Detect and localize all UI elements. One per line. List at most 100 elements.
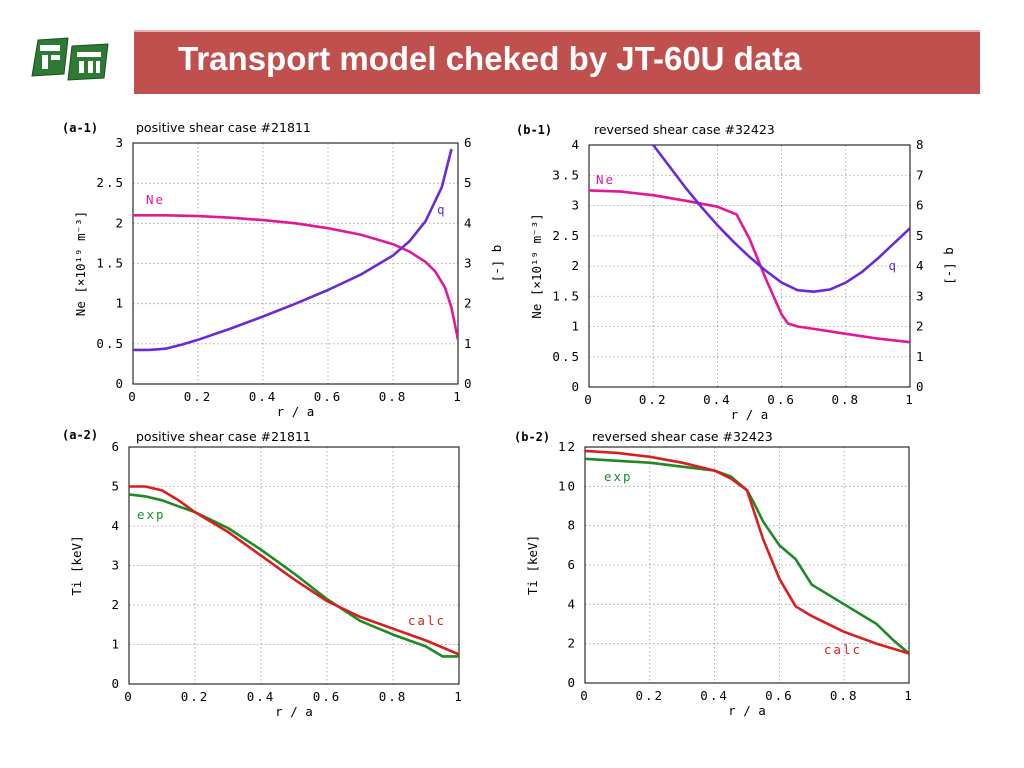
y-tick-label: 2	[571, 258, 581, 273]
panel-label-b-2: (b-2)	[514, 430, 550, 444]
y-tick-label: 8	[567, 518, 577, 533]
y2-tick-label: 4	[916, 258, 926, 273]
y-tick-label: 4	[567, 596, 577, 611]
y-tick-label: 0	[111, 676, 121, 691]
x-tick-label: 1	[904, 688, 914, 703]
series-line-exp	[129, 493, 459, 658]
y2-tick-label: 3	[464, 256, 474, 271]
y-tick-label: 2.5	[552, 228, 581, 243]
y2-tick-label: 1	[916, 349, 926, 364]
x-tick-label: 0.2	[181, 689, 210, 704]
y2-tick-label: 3	[916, 288, 926, 303]
x-tick-label: 0	[124, 689, 134, 704]
x-tick-label: 1	[453, 389, 463, 404]
y-axis-label-b-1: Ne [×10¹⁹ m⁻³]	[529, 213, 544, 318]
x-tick-label: 1	[905, 392, 915, 407]
y2-tick-label: 8	[916, 137, 926, 152]
slide-title: Transport model cheked by JT-60U data	[178, 40, 802, 77]
x-tick-label: 0.8	[832, 392, 861, 407]
slide-title-bar: Transport model cheked by JT-60U data	[134, 30, 980, 94]
series-label-q: q	[888, 258, 898, 273]
x-tick-label: 0.8	[379, 389, 408, 404]
chart-title-a-1: positive shear case #21811	[136, 120, 311, 135]
chart-title-b-2: reversed shear case #32423	[592, 429, 773, 444]
y-tick-label: 3	[111, 558, 121, 573]
y-tick-label: 2	[115, 215, 125, 230]
x-tick-label: 0.6	[313, 689, 342, 704]
x-tick-label: 0.4	[700, 688, 729, 703]
series-line-Ne	[133, 214, 458, 341]
x-tick-label: 0.8	[379, 689, 408, 704]
x-tick-label: 0.2	[636, 688, 665, 703]
x-tick-label: 0.2	[184, 389, 213, 404]
panel-label-b-1: (b-1)	[516, 123, 552, 137]
y-axis-label-a-2: Ti [keV]	[69, 535, 84, 595]
plot-frame-a-1	[132, 142, 459, 385]
y2-tick-label: 6	[464, 135, 474, 150]
y2-axis-label-b-1: q [-]	[943, 247, 958, 285]
series-line-exp	[585, 457, 909, 655]
series-line-Ne	[589, 189, 910, 344]
plot-frame-a-2	[128, 446, 460, 685]
x-axis-label-b-1: r / a	[731, 407, 769, 422]
y-tick-label: 3.5	[552, 167, 581, 182]
x-tick-label: 0.8	[830, 688, 859, 703]
series-label-exp: exp	[604, 469, 633, 484]
y-tick-label: 4	[111, 518, 121, 533]
chart-title-b-1: reversed shear case #32423	[594, 122, 775, 137]
y-tick-label: 6	[567, 557, 577, 572]
y-tick-label: 12	[558, 439, 577, 454]
y-tick-label: 4	[571, 137, 581, 152]
y-tick-label: 2	[111, 597, 121, 612]
x-tick-label: 0.4	[247, 689, 276, 704]
y-tick-label: 2	[567, 636, 577, 651]
series-line-q	[133, 148, 453, 352]
panel-label-a-2: (a-2)	[62, 428, 98, 442]
x-tick-label: 0.4	[703, 392, 732, 407]
plot-frame-b-1	[588, 144, 911, 388]
y-tick-label: 3	[115, 135, 125, 150]
series-label-calc: calc	[824, 642, 862, 657]
y2-tick-label: 0	[464, 376, 474, 391]
y2-axis-label-a-1: q [-]	[491, 245, 506, 283]
series-label-Ne: Ne	[596, 172, 615, 187]
y-axis-label-a-1: Ne [×10¹⁹ m⁻³]	[73, 211, 88, 316]
y-tick-label: 0.5	[552, 349, 581, 364]
y-tick-label: 1	[111, 637, 121, 652]
x-axis-label-b-2: r / a	[728, 703, 766, 718]
y-tick-label: 1.5	[552, 288, 581, 303]
y2-tick-label: 0	[916, 379, 926, 394]
y2-tick-label: 5	[464, 175, 474, 190]
x-tick-label: 0.6	[767, 392, 796, 407]
y2-tick-label: 5	[916, 228, 926, 243]
x-tick-label: 0.2	[639, 392, 668, 407]
chart-title-a-2: positive shear case #21811	[136, 429, 311, 444]
x-tick-label: 1	[454, 689, 464, 704]
series-label-calc: calc	[408, 613, 446, 628]
y-tick-label: 0	[567, 675, 577, 690]
y2-tick-label: 4	[464, 215, 474, 230]
y2-tick-label: 2	[464, 296, 474, 311]
y-tick-label: 3	[571, 198, 581, 213]
x-tick-label: 0	[128, 389, 138, 404]
series-line-calc	[585, 449, 909, 655]
plot-frame-b-2	[584, 446, 910, 684]
series-label-Ne: Ne	[146, 192, 165, 207]
x-tick-label: 0	[580, 688, 590, 703]
series-label-q: q	[437, 202, 447, 217]
y-tick-label: 10	[558, 478, 577, 493]
y2-tick-label: 1	[464, 336, 474, 351]
x-axis-label-a-2: r / a	[275, 704, 313, 719]
institution-logo-icon	[31, 37, 109, 81]
series-label-exp: exp	[137, 507, 166, 522]
y2-tick-label: 7	[916, 167, 926, 182]
y2-tick-label: 6	[916, 198, 926, 213]
y-tick-label: 6	[111, 439, 121, 454]
y-tick-label: 2.5	[96, 175, 125, 190]
x-tick-label: 0	[584, 392, 594, 407]
series-line-calc	[129, 485, 459, 656]
y2-tick-label: 2	[916, 319, 926, 334]
x-axis-label-a-1: r / a	[277, 404, 315, 419]
y-tick-label: 0	[115, 376, 125, 391]
